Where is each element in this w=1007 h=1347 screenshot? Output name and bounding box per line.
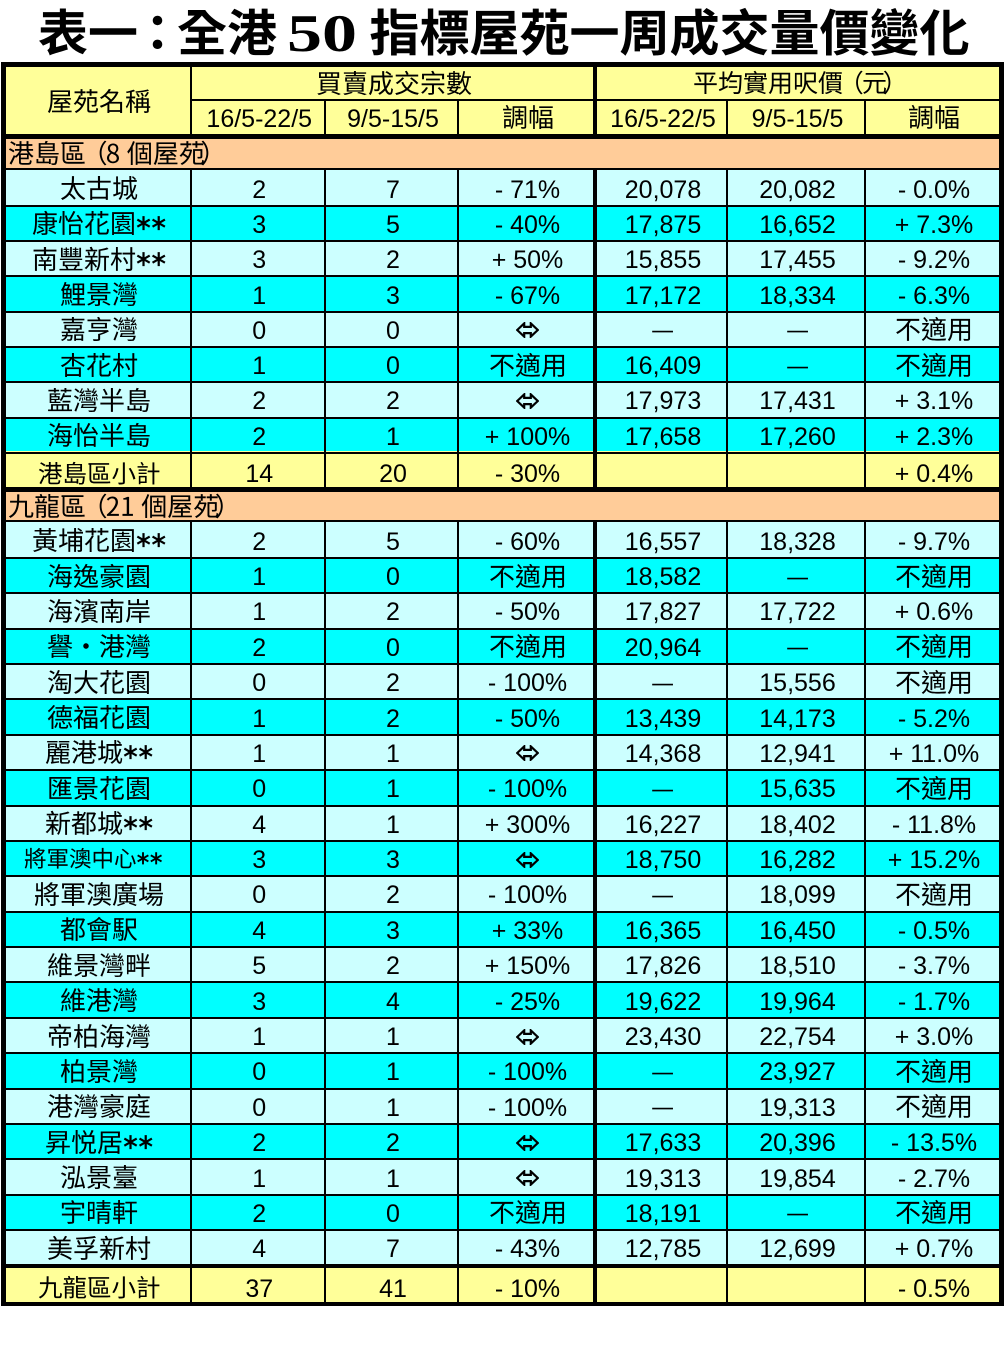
svg-text:50: 50 [287, 7, 357, 57]
